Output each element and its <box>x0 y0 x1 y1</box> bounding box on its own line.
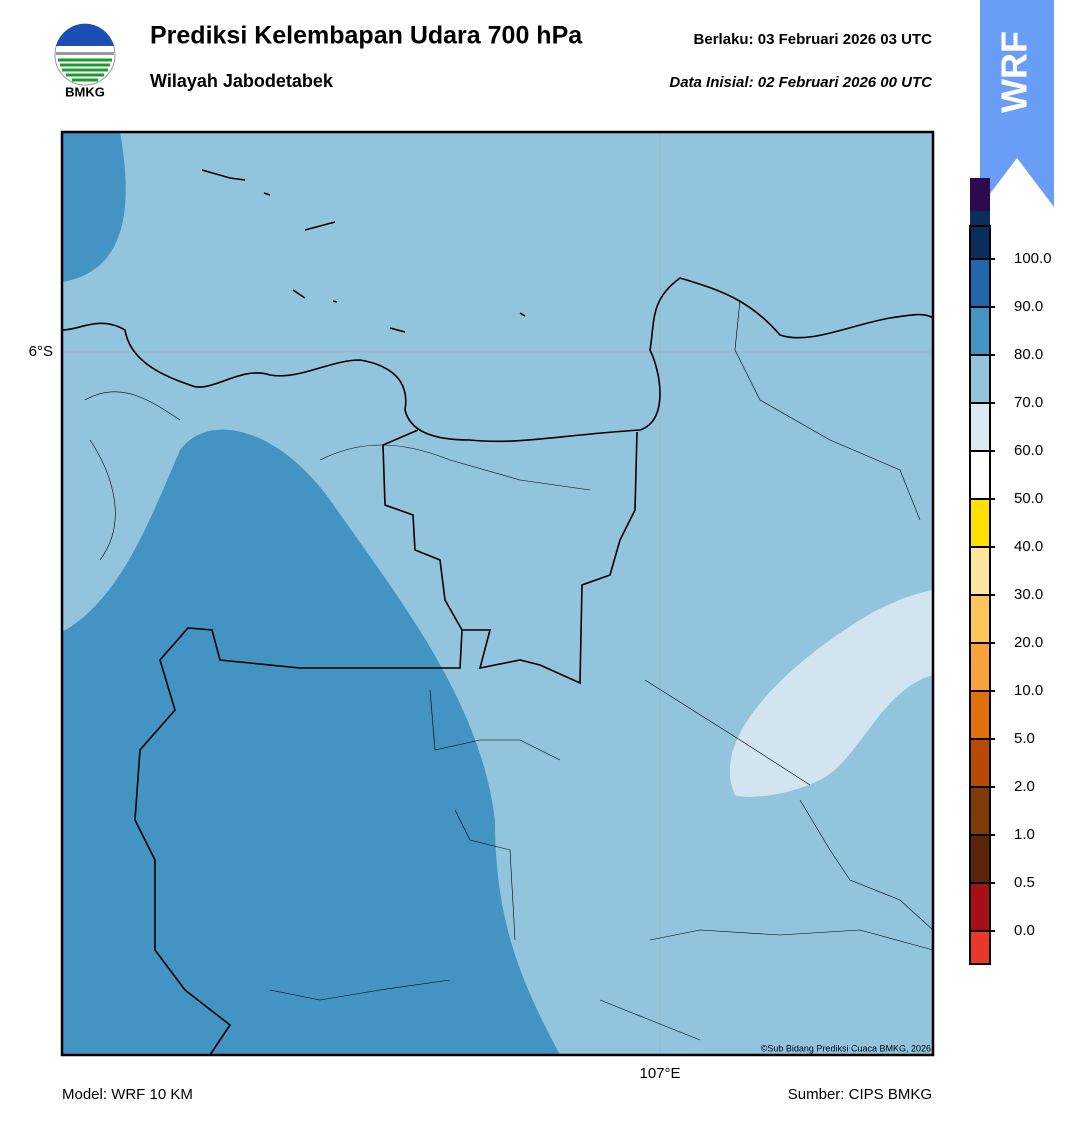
map-frame <box>60 130 935 1057</box>
footer-source: Sumber: CIPS BMKG <box>788 1086 932 1103</box>
colorbar-label: 30.0 <box>1014 586 1043 603</box>
colorbar-swatch <box>970 643 990 691</box>
colorbar-label: 1.0 <box>1014 826 1035 843</box>
colorbar-swatch <box>970 883 990 931</box>
colorbar-swatch <box>970 787 990 835</box>
colorbar-swatch <box>970 259 990 307</box>
colorbar-label: 5.0 <box>1014 730 1035 747</box>
colorbar-label: 80.0 <box>1014 346 1043 363</box>
colorbar-swatch <box>970 691 990 739</box>
badge <box>980 0 1054 207</box>
colorbar-label: 40.0 <box>1014 538 1043 555</box>
map-area <box>62 132 933 1055</box>
colorbar-label: 0.0 <box>1014 922 1035 939</box>
badge-text: WRF <box>994 31 1035 113</box>
colorbar-label: 10.0 <box>1014 682 1043 699</box>
colorbar-label: 50.0 <box>1014 490 1043 507</box>
valid-time: Berlaku: 03 Februari 2026 03 UTC <box>694 31 933 48</box>
colorbar-label: 2.0 <box>1014 778 1035 795</box>
colorbar-label: 60.0 <box>1014 442 1043 459</box>
colorbar-label: 90.0 <box>1014 298 1043 315</box>
credit: ©Sub Bidang Prediksi Cuaca BMKG, 2026 <box>761 1043 931 1053</box>
lon-label: 107°E <box>639 1065 680 1082</box>
colorbar-swatch <box>970 835 990 883</box>
colorbar-swatch <box>970 931 990 964</box>
colorbar-label: 100.0 <box>1014 250 1052 267</box>
colorbar-swatch <box>970 307 990 355</box>
colorbar-swatch <box>970 451 990 499</box>
lat-label: 6°S <box>29 343 53 360</box>
title: Prediksi Kelembapan Udara 700 hPa <box>150 22 583 50</box>
subtitle: Wilayah Jabodetabek <box>150 71 334 91</box>
colorbar-swatch <box>970 403 990 451</box>
init-time: Data Inisial: 02 Februari 2026 00 UTC <box>669 74 933 91</box>
colorbar-swatch <box>970 355 990 403</box>
colorbar: 0.0 0.5 1.0 2.0 5.0 10.0 20.0 30.0 40.0 50.0 60.0 7… <box>969 178 1052 965</box>
colorbar-label: 0.5 <box>1014 874 1035 891</box>
colorbar-swatch <box>970 178 990 211</box>
colorbar-swatch <box>970 739 990 787</box>
footer-model: Model: WRF 10 KM <box>62 1086 193 1103</box>
colorbar-swatch <box>970 547 990 595</box>
logo-text: BMKG <box>65 84 105 99</box>
colorbar-swatch <box>970 595 990 643</box>
colorbar-label: 20.0 <box>1014 634 1043 651</box>
colorbar-label: 70.0 <box>1014 394 1043 411</box>
colorbar-swatch <box>970 211 990 259</box>
logo <box>54 23 116 86</box>
colorbar-swatch <box>970 499 990 547</box>
